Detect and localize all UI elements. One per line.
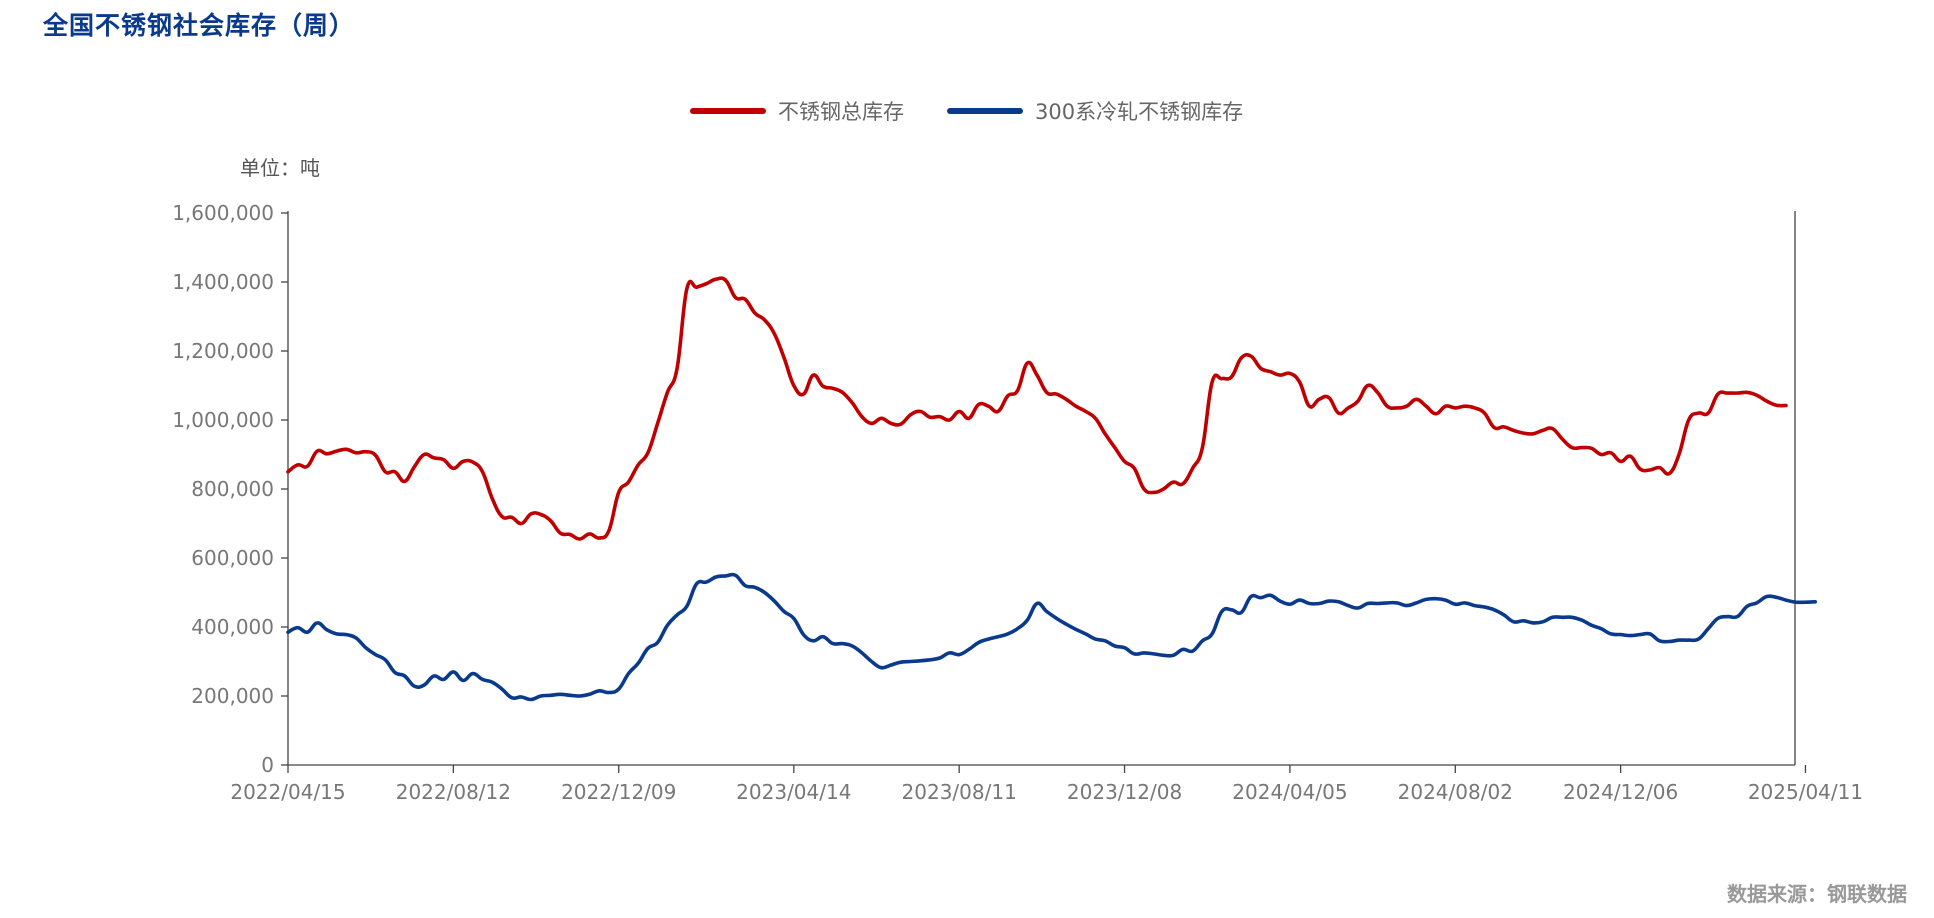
legend-label-cold300: 300系冷轧不锈钢库存	[1035, 100, 1244, 124]
legend-swatch-cold300	[947, 108, 1023, 114]
x-tick-label: 2023/08/11	[902, 780, 1017, 804]
x-tick-label: 2022/12/09	[561, 780, 676, 804]
x-tick-label: 2023/04/14	[736, 780, 851, 804]
x-tick-label: 2023/12/08	[1067, 780, 1182, 804]
y-tick-label: 1,200,000	[172, 339, 274, 363]
series-line-total[interactable]	[286, 276, 1788, 541]
chart-title: 全国不锈钢社会库存（周）	[43, 11, 356, 40]
x-tick-label: 2025/04/11	[1748, 780, 1863, 804]
legend-label-total: 不锈钢总库存	[778, 100, 904, 124]
y-tick-label: 800,000	[191, 477, 274, 501]
legend-item-total[interactable]: 不锈钢总库存	[690, 96, 904, 126]
x-tick-label: 2024/08/02	[1398, 780, 1513, 804]
legend-item-cold300[interactable]: 300系冷轧不锈钢库存	[947, 96, 1243, 126]
x-tick-label: 2022/04/15	[230, 780, 345, 804]
chart-legend: 不锈钢总库存 300系冷轧不锈钢库存	[0, 96, 1934, 126]
y-tick-label: 200,000	[191, 684, 274, 708]
y-tick-label: 600,000	[191, 546, 274, 570]
legend-swatch-total	[690, 108, 766, 114]
x-tick-label: 2022/08/12	[396, 780, 511, 804]
y-tick-label: 1,600,000	[172, 201, 274, 225]
y-unit-label: 单位：吨	[240, 156, 320, 180]
y-tick-label: 1,000,000	[172, 408, 274, 432]
series-layer	[286, 276, 1817, 702]
x-tick-label: 2024/12/06	[1563, 780, 1678, 804]
y-tick-label: 0	[261, 753, 274, 777]
series-line-cold300[interactable]	[286, 572, 1817, 702]
y-tick-label: 1,400,000	[172, 270, 274, 294]
x-tick-label: 2024/04/05	[1232, 780, 1347, 804]
y-tick-label: 400,000	[191, 615, 274, 639]
data-source: 数据来源：钢联数据	[1727, 882, 1907, 906]
axes: 0 200,000 400,000 600,000 800,000 1,000,000 1,…	[172, 201, 1863, 804]
